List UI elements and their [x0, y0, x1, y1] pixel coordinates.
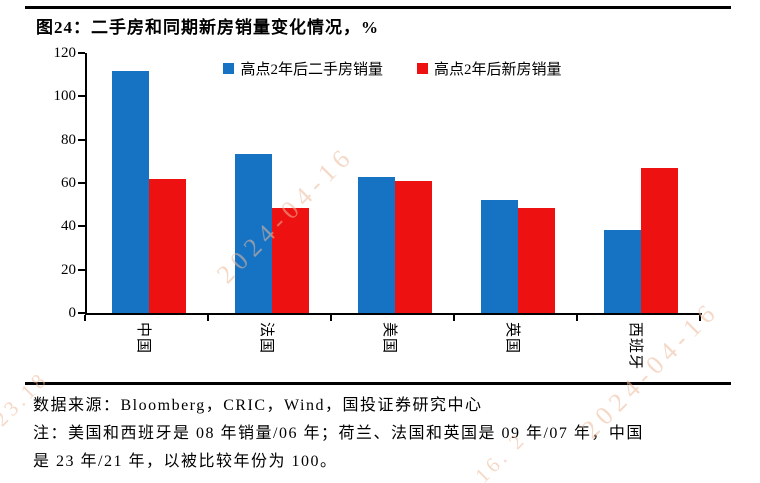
bar: [480, 200, 518, 313]
y-tick-label: 0: [68, 305, 77, 321]
x-category-label: 英国: [503, 322, 520, 355]
x-tick: [330, 315, 332, 321]
chart-legend: 高点2年后二手房销量 高点2年后新房销量: [85, 58, 700, 79]
y-tick-label: 100: [53, 88, 77, 105]
y-tick-label: 60: [61, 175, 76, 191]
bar: [357, 176, 395, 313]
legend-item: 高点2年后二手房销量: [223, 58, 383, 79]
x-category-label: 中国: [134, 322, 151, 355]
plot-area: [85, 53, 702, 315]
bar: [394, 180, 432, 313]
bar: [603, 229, 641, 313]
bar: [111, 71, 149, 313]
legend-label: 高点2年后新房销量: [434, 62, 562, 78]
y-tick-label: 20: [61, 261, 76, 278]
bar: [640, 167, 678, 313]
x-tick: [207, 315, 209, 321]
legend-item: 高点2年后新房销量: [417, 58, 562, 79]
y-tick: [78, 95, 85, 98]
y-tick: [78, 138, 85, 141]
top-divider: [25, 6, 731, 9]
figure-title: 图24：二手房和同期新房销量变化情况，%: [36, 18, 379, 37]
y-tick: [78, 52, 85, 54]
y-tick-label: 120: [53, 45, 77, 61]
y-tick: [78, 225, 85, 228]
bar: [148, 178, 186, 313]
y-tick-label: 40: [61, 218, 76, 235]
y-tick: [78, 312, 85, 314]
y-tick: [78, 182, 85, 184]
x-tick: [453, 315, 455, 321]
legend-swatch: [223, 63, 235, 74]
note-line-1: 注：美国和西班牙是 08 年销量/06 年；荷兰、法国和英国是 09 年/07 …: [33, 425, 644, 442]
y-tick: [78, 268, 85, 271]
legend-label: 高点2年后二手房销量: [240, 62, 383, 78]
x-tick: [699, 315, 701, 321]
x-category-label: 西班牙: [626, 322, 643, 371]
x-tick: [84, 315, 86, 321]
bar: [271, 207, 309, 313]
note-line-2: 是 23 年/21 年，以被比较年份为 100。: [33, 453, 338, 470]
bar: [234, 153, 272, 313]
y-tick-label: 80: [61, 131, 76, 148]
bar: [517, 207, 555, 313]
footer-divider: [25, 382, 731, 385]
x-category-label: 美国: [380, 322, 397, 355]
source-text: 数据来源：Bloomberg，CRIC，Wind，国投证券研究中心: [33, 397, 483, 414]
x-category-label: 法国: [257, 322, 274, 355]
legend-swatch: [417, 63, 428, 74]
x-tick: [576, 315, 578, 321]
